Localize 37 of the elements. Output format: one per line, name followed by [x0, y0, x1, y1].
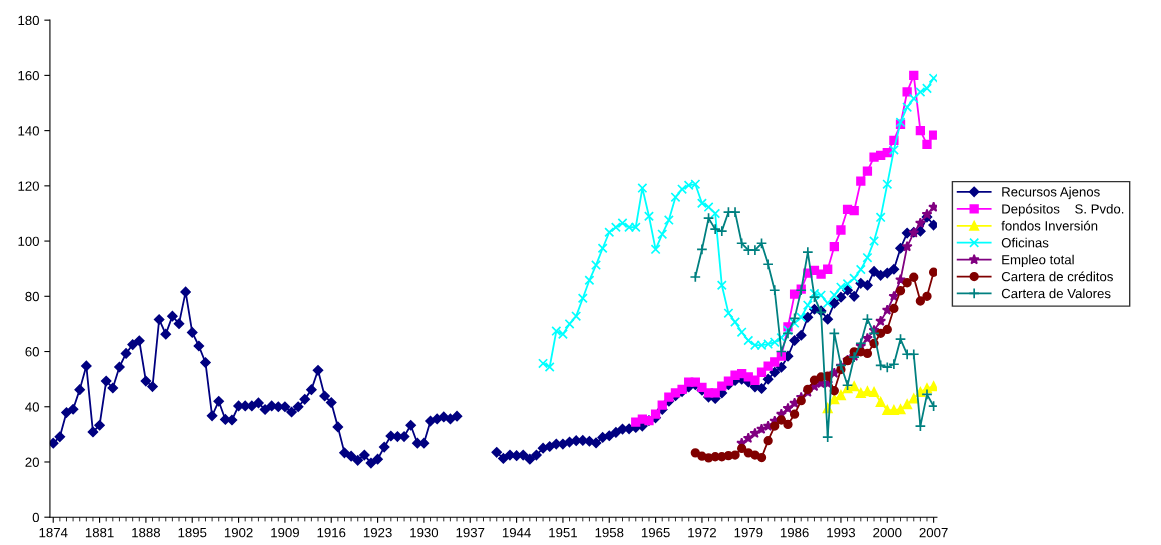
legend-label: Depósitos S. Pvdo. — [1002, 203, 1124, 217]
y-tick-label: 40 — [25, 402, 39, 412]
x-tick-label: 1951 — [549, 527, 577, 538]
legend-label: Cartera de Valores — [1001, 288, 1111, 299]
legend-label: Empleo total — [1002, 254, 1074, 267]
x-tick-label: 1930 — [410, 527, 439, 538]
legend-label: Recursos Ajenos — [1002, 186, 1100, 200]
x-tick-label: 1958 — [595, 527, 624, 538]
x-tick-label: 1972 — [688, 527, 716, 538]
x-tick-label: 1895 — [178, 527, 207, 538]
y-tick-label: 60 — [25, 347, 39, 357]
x-tick-label: 2007 — [919, 527, 948, 538]
x-tick-label: 1979 — [734, 527, 763, 538]
x-tick-label: 1888 — [132, 527, 161, 538]
x-tick-label: 1937 — [456, 527, 485, 538]
x-tick-label: 1874 — [39, 527, 68, 538]
x-tick-label: 1916 — [317, 527, 346, 538]
x-tick-label: 1965 — [641, 527, 670, 538]
x-tick-label: 1986 — [780, 527, 809, 538]
x-tick-label: 1923 — [363, 527, 392, 538]
legend-label: Oficinas — [1001, 237, 1049, 248]
x-tick-label: 1993 — [827, 527, 856, 538]
y-tick-label: 0 — [32, 512, 39, 523]
y-tick-label: 140 — [18, 126, 39, 136]
x-tick-label: 1902 — [224, 527, 253, 538]
y-tick-label: 80 — [25, 291, 39, 302]
y-tick-label: 180 — [18, 15, 39, 26]
y-tick-label: 160 — [18, 70, 39, 81]
y-tick-label: 20 — [25, 457, 39, 467]
x-tick-label: 1944 — [502, 527, 531, 538]
legend-label: fondos Inversión — [1001, 220, 1098, 231]
x-tick-label: 1909 — [271, 527, 299, 538]
x-tick-label: 1881 — [85, 527, 114, 538]
y-tick-label: 100 — [18, 236, 39, 246]
y-tick-label: 120 — [18, 181, 39, 191]
legend-label: Cartera de créditos — [1001, 271, 1113, 282]
x-tick-label: 2000 — [873, 527, 902, 538]
